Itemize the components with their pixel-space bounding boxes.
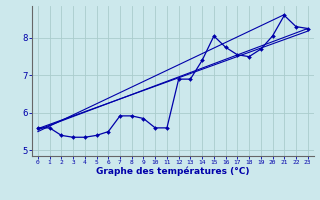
X-axis label: Graphe des températures (°C): Graphe des températures (°C) bbox=[96, 167, 250, 176]
